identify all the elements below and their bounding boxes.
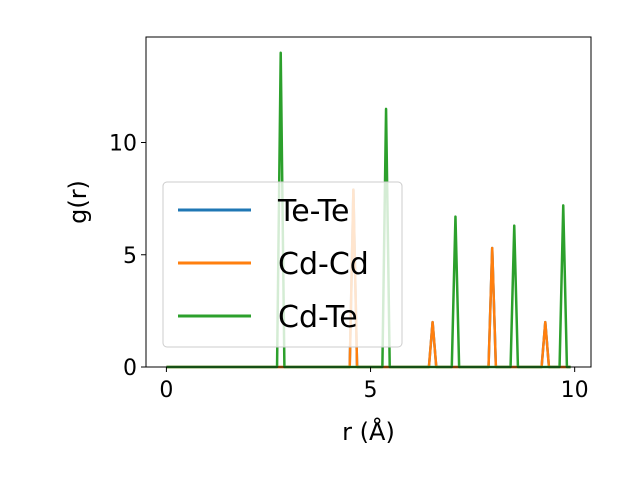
y-axis-label: g(r) bbox=[64, 180, 92, 224]
axes-frame bbox=[145, 36, 592, 368]
legend-box bbox=[162, 181, 403, 348]
y-tick-label: 0 bbox=[123, 356, 137, 381]
ticks-layer: 0 5 10 0 5 10 bbox=[109, 132, 589, 403]
legend-label: Te-Te bbox=[277, 194, 349, 229]
x-tick-label: 5 bbox=[364, 378, 378, 403]
x-tick-label: 10 bbox=[561, 378, 589, 403]
legend: Te-Te Cd-Cd Cd-Te bbox=[162, 181, 403, 348]
x-axis-label: r (Å) bbox=[342, 417, 395, 446]
y-tick-label: 10 bbox=[109, 132, 137, 157]
legend-label: Cd-Te bbox=[278, 300, 358, 335]
y-tick-label: 5 bbox=[123, 244, 137, 269]
legend-label: Cd-Cd bbox=[278, 247, 369, 282]
x-tick-label: 0 bbox=[159, 378, 173, 403]
